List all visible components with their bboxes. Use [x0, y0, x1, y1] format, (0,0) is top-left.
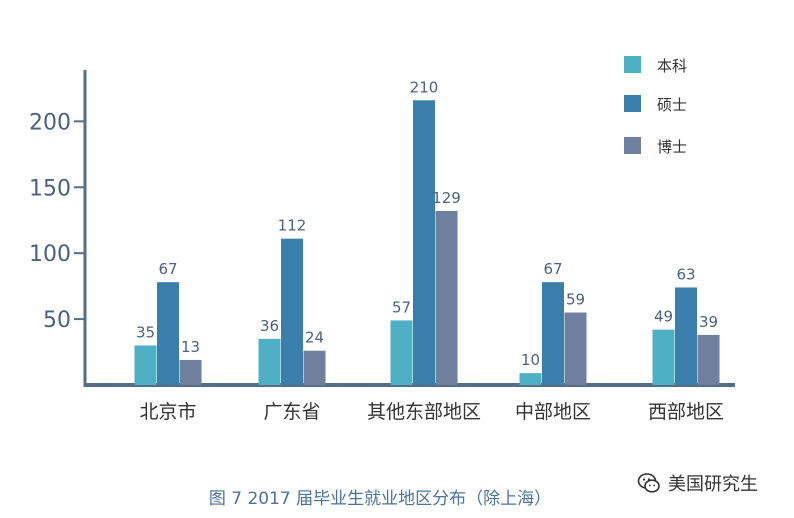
bar-1-5: [652, 329, 675, 385]
legend-label: 本科: [657, 57, 687, 75]
bar-2-3: [413, 100, 435, 385]
legend-swatch: [624, 95, 641, 112]
category-label: 广东省: [263, 401, 320, 423]
data-label: 129: [432, 189, 461, 207]
category-label: 西部地区: [648, 401, 724, 423]
legend-label: 博士: [657, 138, 687, 156]
legend-swatch: [624, 56, 641, 73]
data-label: 13: [181, 338, 200, 356]
data-label: 10: [521, 351, 540, 369]
bar-1-4: [519, 373, 542, 385]
data-label: 59: [566, 291, 585, 309]
y-tick-label: 100: [29, 242, 71, 267]
watermark: 美国研究生: [636, 470, 758, 496]
data-label: 49: [654, 308, 673, 326]
bar-3-5: [697, 334, 720, 385]
bar-2-1: [157, 282, 179, 385]
bar-3-2: [303, 350, 326, 385]
legend-label: 硕士: [657, 96, 687, 114]
category-label: 其他东部地区: [367, 401, 481, 423]
watermark-text: 美国研究生: [668, 474, 758, 495]
data-label: 35: [136, 323, 155, 341]
y-tick-label: 50: [43, 308, 71, 333]
data-label: 39: [699, 313, 718, 331]
data-label: 63: [676, 265, 695, 283]
bar-3-4: [564, 312, 587, 385]
data-label: 24: [305, 329, 324, 347]
category-label: 中部地区: [515, 401, 591, 423]
wechat-icon: [637, 473, 660, 493]
figure-caption: 图 7 2017 届毕业生就业地区分布（除上海）: [208, 489, 552, 509]
bar-1-1: [134, 345, 157, 385]
data-label: 36: [260, 317, 279, 335]
category-label: 北京市: [139, 401, 196, 423]
bar-2-2: [281, 238, 303, 385]
bar-2-5: [675, 287, 697, 385]
data-label: 210: [410, 78, 439, 96]
y-tick-label: 150: [29, 176, 71, 201]
y-tick-label: 200: [29, 110, 71, 135]
data-label: 112: [278, 217, 307, 235]
bar-3-3: [435, 211, 458, 385]
data-label: 57: [392, 298, 411, 316]
bar-3-1: [179, 359, 202, 385]
legend-swatch: [624, 137, 641, 154]
data-label: 67: [158, 260, 177, 278]
bar-1-3: [390, 320, 413, 385]
bar-1-2: [258, 338, 281, 385]
data-label: 67: [543, 260, 562, 278]
bar-2-4: [542, 282, 564, 385]
